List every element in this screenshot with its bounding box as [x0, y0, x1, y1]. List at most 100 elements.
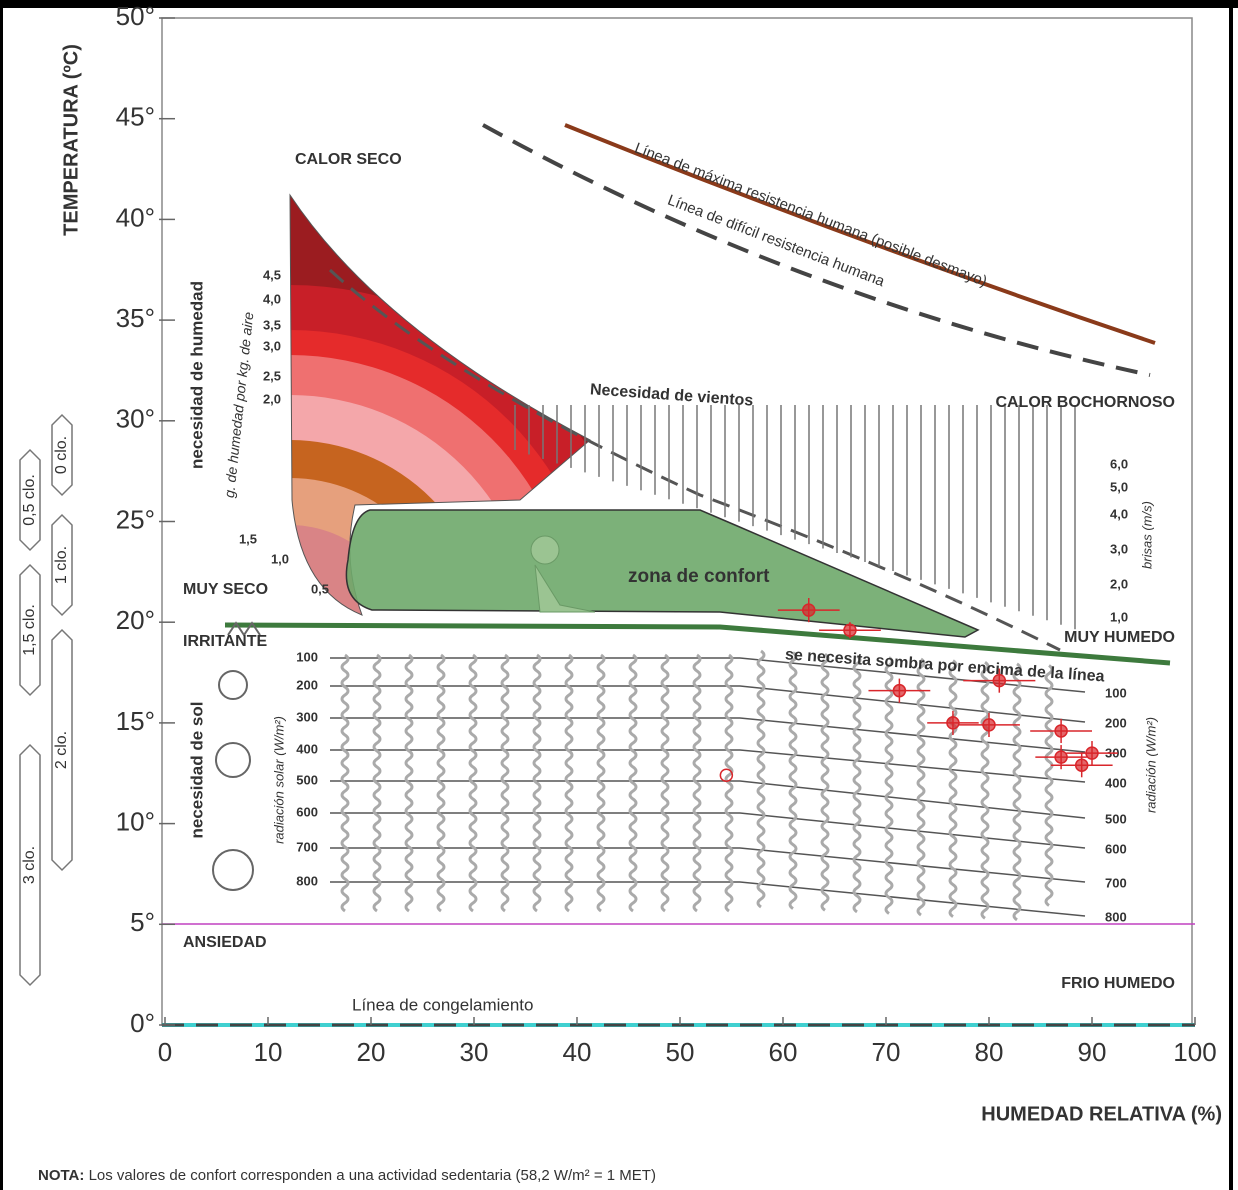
wind-label: 6,0: [1110, 456, 1128, 471]
annotation: MUY HUMEDO: [1064, 629, 1175, 646]
chart: 0°5°10°15°20°25°30°35°40°45°50°010203040…: [0, 0, 1238, 1190]
squiggle: [566, 655, 572, 911]
squiggle: [374, 655, 380, 911]
squiggle: [950, 661, 956, 917]
squiggle: [502, 655, 508, 911]
y-tick-label: 40°: [116, 202, 155, 232]
x-tick-label: 20: [357, 1037, 386, 1067]
clo-label: 3 clo.: [21, 846, 38, 884]
squiggle: [598, 655, 604, 911]
annotation: FRIO HUMEDO: [1061, 975, 1175, 992]
y-tick-label: 0°: [130, 1008, 155, 1038]
x-tick-label: 50: [666, 1037, 695, 1067]
humidity-label: 3,0: [263, 338, 281, 353]
wind-label: 2,0: [1110, 576, 1128, 591]
squiggle: [470, 655, 476, 911]
data-point: [844, 624, 856, 636]
clo-label: 0 clo.: [53, 436, 70, 474]
squiggle: [822, 654, 828, 910]
clo-label: 1 clo.: [53, 546, 70, 584]
annotation: radiación (W/m²): [1143, 717, 1158, 813]
squiggle: [1014, 664, 1020, 920]
radiation-label: 500: [296, 772, 318, 787]
data-point: [803, 604, 815, 616]
humidity-label: 0,5: [311, 581, 329, 596]
radiation-label: 400: [296, 741, 318, 756]
y-tick-label: 5°: [130, 907, 155, 937]
data-point: [1076, 759, 1088, 771]
squiggle: [886, 657, 892, 913]
radiation-label: 300: [296, 709, 318, 724]
humidity-label: 1,5: [239, 531, 257, 546]
squiggle: [630, 655, 636, 911]
y-tick-label: 30°: [116, 404, 155, 434]
y-tick-label: 35°: [116, 303, 155, 333]
annotation: brisas (m/s): [1139, 501, 1154, 569]
annotation: Línea de congelamiento: [352, 995, 533, 1014]
humidity-label: 2,5: [263, 368, 281, 383]
wind-label: 3,0: [1110, 541, 1128, 556]
radiation-label: 700: [296, 839, 318, 854]
x-tick-label: 0: [158, 1037, 172, 1067]
annotation: zona de confort: [628, 566, 770, 587]
annotation: IRRITANTE: [183, 633, 267, 650]
y-tick-label: 45°: [116, 102, 155, 132]
annotation: radiación solar (W/m²): [271, 716, 286, 844]
y-tick-label: 50°: [116, 1, 155, 31]
radiation-label: 600: [1105, 841, 1127, 856]
x-axis-label: HUMEDAD RELATIVA (%): [981, 1103, 1222, 1125]
clo-label: 0,5 clo.: [21, 474, 38, 526]
x-tick-label: 100: [1173, 1037, 1216, 1067]
annotation: Necesidad de vientos: [589, 381, 754, 409]
note: NOTA: Los valores de confort corresponde…: [38, 1167, 656, 1184]
wind-label: 1,0: [1110, 609, 1128, 624]
note-text: Los valores de confort corresponden a un…: [89, 1167, 656, 1184]
frame-left: [0, 0, 3, 1190]
squiggle: [694, 655, 700, 911]
radiation-label: 500: [1105, 811, 1127, 826]
radiation-label: 600: [296, 804, 318, 819]
x-tick-label: 30: [460, 1037, 489, 1067]
note-label: NOTA:: [38, 1167, 84, 1184]
radiation-label: 100: [296, 649, 318, 664]
humidity-label: 2,0: [263, 391, 281, 406]
y-tick-label: 15°: [116, 706, 155, 736]
y-axis-label: TEMPERATURA (ºC): [60, 44, 82, 236]
humidity-label: 1,0: [271, 551, 289, 566]
data-point: [983, 719, 995, 731]
radiation-label: 400: [1105, 775, 1127, 790]
squiggle: [438, 655, 444, 911]
data-point: [947, 717, 959, 729]
squiggle: [662, 655, 668, 911]
radiation-label: 200: [296, 677, 318, 692]
squiggle: [1046, 665, 1052, 905]
squiggle: [534, 655, 540, 911]
squiggle: [726, 655, 732, 911]
x-tick-label: 60: [769, 1037, 798, 1067]
data-point: [993, 675, 1005, 687]
diagram-zones: [0, 125, 1195, 1090]
squiggle: [854, 656, 860, 912]
x-tick-label: 10: [254, 1037, 283, 1067]
squiggle: [342, 655, 348, 911]
radiation-label: 100: [1105, 685, 1127, 700]
data-point: [1086, 747, 1098, 759]
wind-label: 5,0: [1110, 479, 1128, 494]
x-tick-label: 90: [1078, 1037, 1107, 1067]
annotation: CALOR SECO: [295, 151, 402, 168]
y-tick-label: 20°: [116, 605, 155, 635]
data-point: [893, 685, 905, 697]
wind-label: 4,0: [1110, 506, 1128, 521]
humidity-label: 4,5: [263, 267, 281, 282]
squiggle: [918, 659, 924, 915]
squiggle: [758, 651, 764, 907]
data-point: [1055, 725, 1067, 737]
clo-label: 1,5 clo.: [21, 604, 38, 656]
radiation-label: 700: [1105, 875, 1127, 890]
x-tick-label: 70: [872, 1037, 901, 1067]
squiggle: [406, 655, 412, 911]
y-tick-label: 25°: [116, 504, 155, 534]
clo-label: 2 clo.: [53, 731, 70, 769]
radiation-label: 800: [1105, 909, 1127, 924]
annotation: CALOR BOCHORNOSO: [995, 394, 1175, 411]
